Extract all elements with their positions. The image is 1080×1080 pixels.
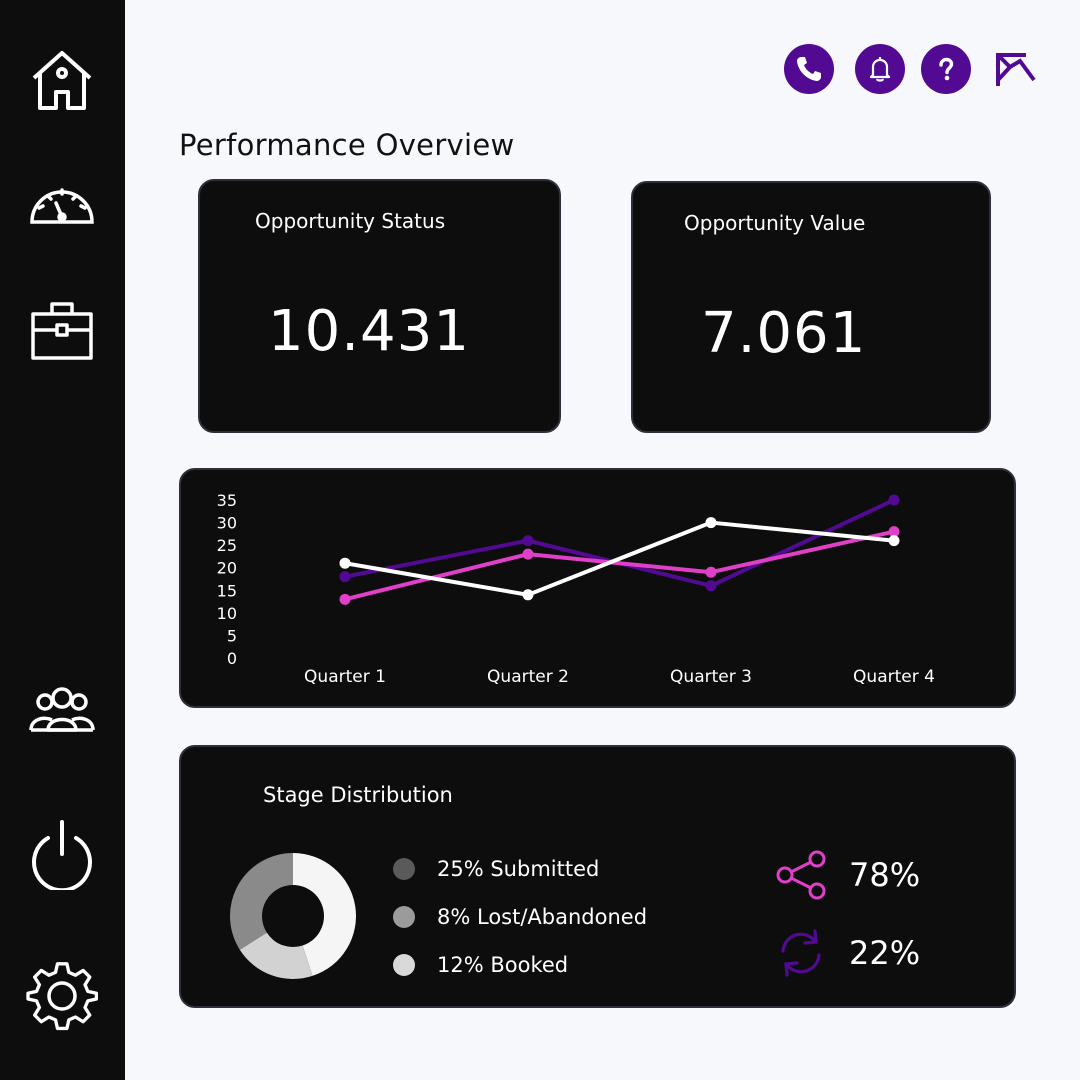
nav-portfolio[interactable] [22, 288, 102, 368]
nav-home[interactable] [22, 40, 102, 120]
donut-segment [293, 853, 356, 976]
data-point [522, 589, 534, 601]
data-point [339, 571, 351, 583]
x-tick-label: Quarter 3 [670, 667, 752, 687]
help-icon [939, 57, 954, 81]
bell-icon [869, 57, 891, 82]
kpi-value: 10.431 [268, 299, 470, 364]
nav-team[interactable] [22, 668, 102, 748]
legend-dot [393, 858, 415, 880]
donut-segment [230, 853, 293, 950]
refresh-icon [781, 929, 821, 977]
series-line-0 [344, 498, 895, 588]
data-point [888, 494, 900, 506]
kpi-value: 7.061 [701, 301, 867, 366]
legend-label: 25% Submitted [437, 857, 600, 881]
speedometer-icon [30, 188, 94, 224]
nav-dashboard[interactable] [22, 162, 102, 242]
stage-distribution-card: Stage Distribution 25% Submitted 8% Lost… [179, 745, 1016, 1008]
kpi-card-opportunity-status: Opportunity Status 10.431 [198, 179, 561, 433]
share-icon [776, 850, 826, 900]
notifications-button[interactable] [855, 44, 905, 94]
sidebar [0, 0, 125, 1080]
data-point [339, 557, 351, 569]
data-point [339, 593, 351, 605]
x-tick-label: Quarter 4 [853, 667, 935, 687]
users-icon [29, 687, 95, 732]
x-tick-label: Quarter 1 [304, 667, 386, 687]
stat-value: 22% [849, 934, 921, 972]
y-tick-label: 25 [217, 536, 237, 555]
legend-label: 12% Booked [437, 953, 569, 977]
nav-settings[interactable] [22, 958, 102, 1038]
line-chart: 35 30 25 20 15 10 5 0 Quarter 1 Quarter 2 Quarter … [217, 491, 935, 687]
stage-distribution-title: Stage Distribution [263, 783, 453, 807]
power-icon [32, 820, 92, 890]
home-icon [32, 51, 92, 110]
stat-value: 78% [849, 856, 921, 894]
legend-dot [393, 906, 415, 928]
stat-refresh: 22% [773, 925, 920, 981]
data-point [888, 526, 900, 538]
stat-share: 78% [773, 847, 920, 903]
series-line-2 [344, 520, 895, 597]
y-tick-label: 20 [217, 559, 237, 578]
y-tick-label: 15 [217, 581, 237, 600]
help-button[interactable] [921, 44, 971, 94]
y-tick-label: 35 [217, 491, 237, 510]
legend-item-lost: 8% Lost/Abandoned [393, 905, 647, 929]
data-point [705, 580, 717, 592]
phone-icon [797, 57, 821, 81]
y-tick-label: 30 [217, 514, 237, 533]
page-title: Performance Overview [179, 128, 515, 162]
logo-icon [996, 53, 1036, 86]
data-point [522, 548, 534, 560]
kpi-title: Opportunity Status [255, 209, 446, 233]
y-tick-label: 5 [227, 626, 237, 645]
legend-item-booked: 12% Booked [393, 953, 568, 977]
legend-dot [393, 954, 415, 976]
kpi-title: Opportunity Value [684, 211, 866, 235]
legend-label: 8% Lost/Abandoned [437, 905, 648, 929]
gear-icon [26, 962, 98, 1031]
phone-button[interactable] [784, 44, 834, 94]
data-point [888, 535, 900, 547]
y-tick-label: 0 [227, 649, 237, 668]
nav-power[interactable] [22, 814, 102, 894]
data-point [705, 566, 717, 578]
x-tick-label: Quarter 2 [487, 667, 569, 687]
data-point [705, 517, 717, 529]
series-line-1 [344, 529, 895, 602]
y-tick-label: 10 [217, 604, 237, 623]
kpi-card-opportunity-value: Opportunity Value 7.061 [631, 181, 991, 433]
donut-segment [239, 932, 313, 979]
legend-item-submitted: 25% Submitted [393, 857, 599, 881]
data-point [522, 535, 534, 547]
donut-chart [230, 853, 356, 979]
line-chart-card: 35 30 25 20 15 10 5 0 Quarter 1 Quarter 2 Quarter … [179, 468, 1016, 708]
briefcase-icon [31, 302, 93, 360]
